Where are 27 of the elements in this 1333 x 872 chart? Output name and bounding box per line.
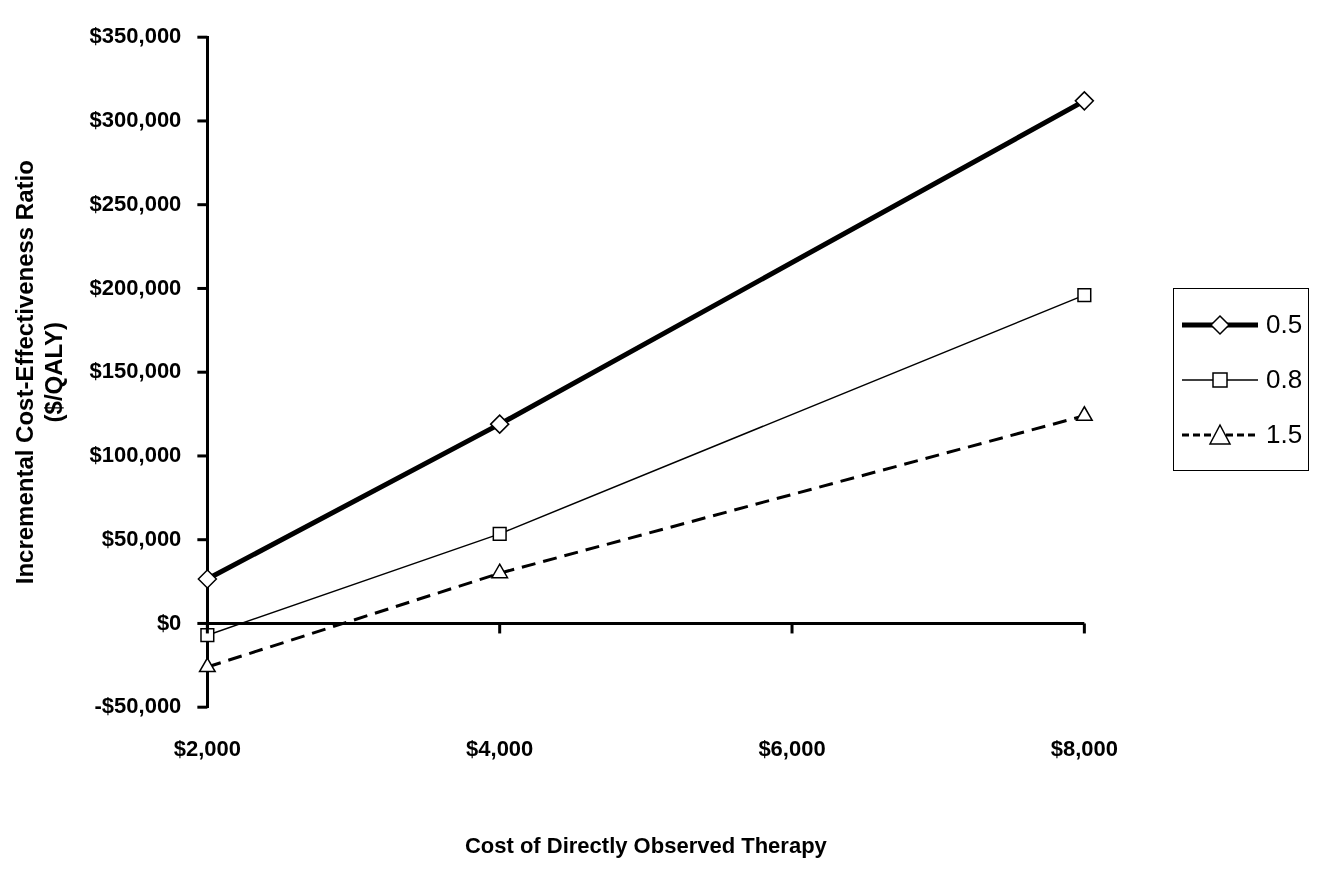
x-tick-label: $2,000: [173, 736, 242, 762]
y-tick-label: $350,000: [89, 23, 182, 49]
y-axis-title: Incremental Cost-Effectiveness Ratio ($/QALY): [11, 160, 67, 585]
point: [489, 414, 510, 434]
point: [197, 569, 218, 589]
x-tick-label: $8,000: [1050, 736, 1118, 762]
y-tick-label: $150,000: [89, 358, 182, 384]
y-tick-label: $100,000: [89, 442, 182, 468]
y-tick-label: $250,000: [89, 190, 182, 216]
y-tick-label: $200,000: [89, 274, 182, 300]
y-tick-label: $0: [156, 609, 182, 635]
x-axis-title: Cost of Directly Observed Therapy: [464, 832, 828, 858]
legend-label: 1.5: [1266, 419, 1303, 450]
point: [200, 628, 215, 643]
legend-label: 0.5: [1266, 309, 1303, 340]
point: [1077, 288, 1092, 303]
point: [198, 657, 216, 673]
x-tick-label: $4,000: [466, 736, 534, 762]
point: [1075, 406, 1093, 421]
x-tick-label: $6,000: [758, 736, 826, 762]
point: [491, 563, 509, 579]
y-tick-label: $50,000: [101, 525, 182, 551]
y-tick-label: $300,000: [89, 107, 182, 133]
point: [492, 526, 507, 541]
y-tick-label: -$50,000: [94, 693, 182, 719]
legend-label: 0.8: [1266, 364, 1303, 395]
point: [1074, 91, 1095, 111]
